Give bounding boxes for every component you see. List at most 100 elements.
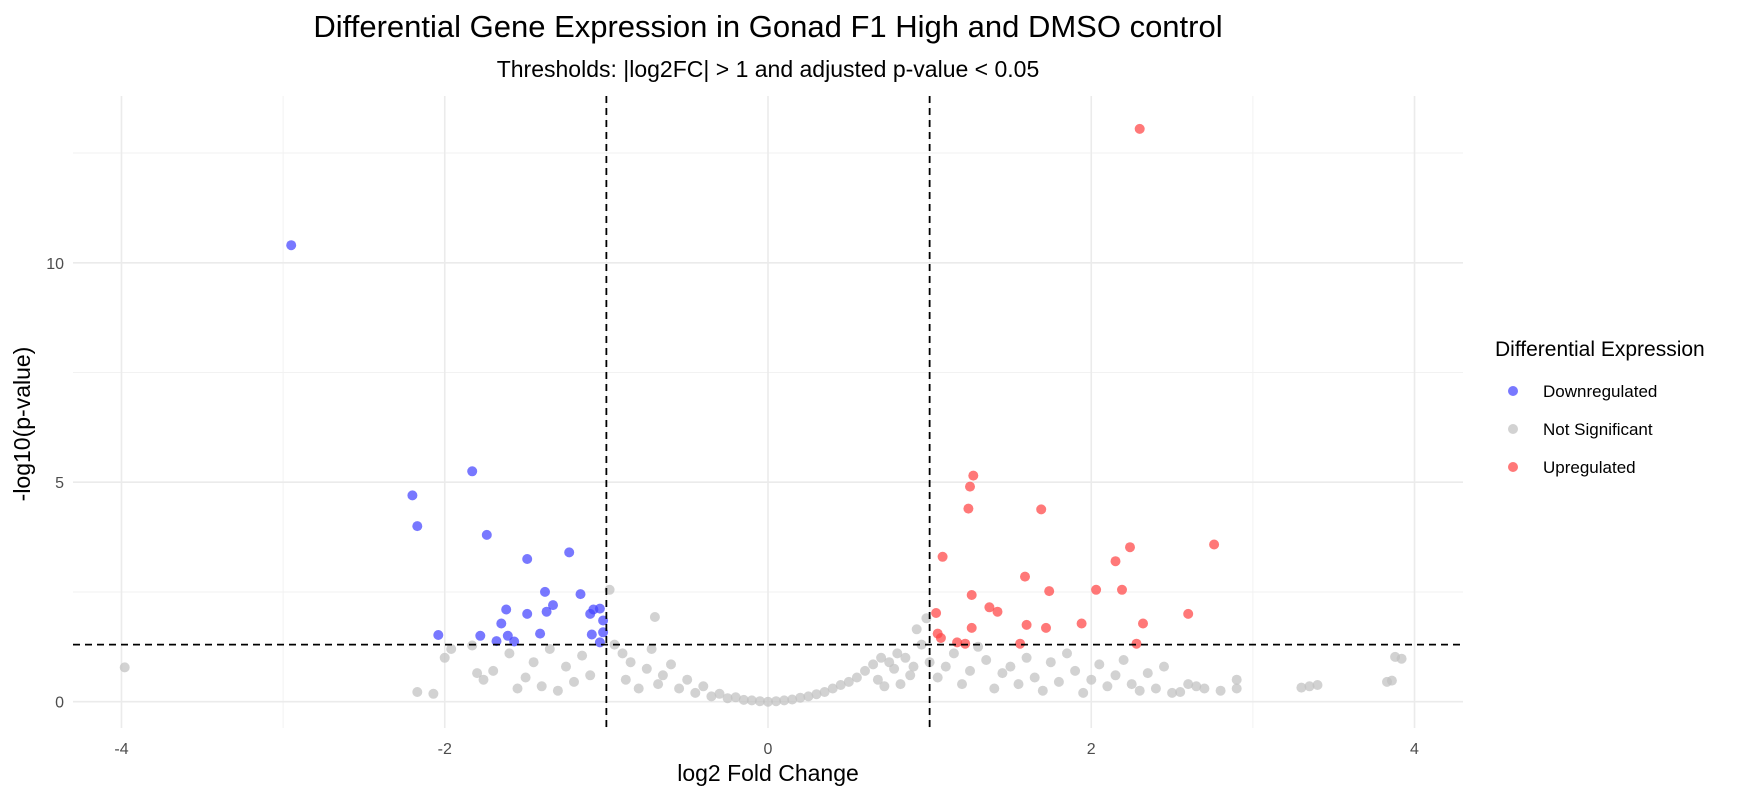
data-point-downregulated [594,603,605,614]
data-point-not-significant [488,665,499,676]
data-point-not-significant [1191,681,1202,692]
data-point-not-significant [446,644,457,654]
data-point-not-significant [1078,687,1089,698]
data-point-not-significant [911,624,922,635]
data-point-downregulated [541,606,552,617]
data-point-not-significant [1045,657,1056,668]
data-point-upregulated [963,503,974,514]
data-point-not-significant [730,692,741,703]
threshold-lines [73,96,1463,728]
chart-subtitle: Thresholds: |log2FC| > 1 and adjusted p-… [497,56,1040,82]
data-point-not-significant [1029,672,1040,683]
data-point-not-significant [698,681,709,692]
data-point-downregulated [522,554,533,564]
data-point-not-significant [872,674,883,685]
legend-label: Downregulated [1543,382,1657,401]
data-point-upregulated [931,608,942,618]
data-point-not-significant [536,681,547,692]
data-point-downregulated [564,547,575,558]
data-point-not-significant [1215,685,1226,696]
x-tick-label: -2 [438,741,452,758]
data-point-not-significant [1134,685,1145,696]
data-point-upregulated [1091,584,1102,595]
data-point-not-significant [552,685,563,696]
data-point-not-significant [561,661,571,672]
data-point-not-significant [1102,681,1113,692]
data-point-not-significant [585,670,596,681]
data-point-not-significant [682,674,693,685]
data-point-upregulated [1209,539,1220,550]
data-point-not-significant [892,648,903,659]
data-point-not-significant [653,679,664,690]
data-point-not-significant [811,689,822,700]
data-point-upregulated [937,551,948,562]
data-point-not-significant [860,665,870,676]
data-point-not-significant [1312,680,1323,690]
y-tick-label: 10 [46,256,64,273]
y-tick-label: 5 [55,475,64,492]
data-point-not-significant [617,648,628,659]
data-point-upregulated [1036,504,1047,515]
data-point-downregulated [481,529,492,540]
data-point-not-significant [544,644,555,654]
data-point-not-significant [795,692,806,703]
x-axis-label: log2 Fold Change [677,760,859,786]
data-point-not-significant [779,695,790,706]
data-point-not-significant [835,680,846,690]
grid [73,96,1463,728]
data-point-not-significant [908,661,919,672]
data-point-upregulated [1076,618,1087,629]
data-point-not-significant [1183,679,1194,690]
data-point-not-significant [868,659,879,670]
data-point-downregulated [586,629,597,640]
data-point-not-significant [932,672,943,683]
data-point-not-significant [981,655,992,665]
data-point-not-significant [819,687,830,697]
data-point-not-significant [940,661,951,672]
data-point-upregulated [1015,638,1026,649]
data-point-not-significant [428,688,439,699]
data-point-upregulated [1131,638,1142,649]
data-point-not-significant [965,665,975,676]
data-point-not-significant [722,693,733,704]
data-point-upregulated [1183,608,1194,619]
data-point-not-significant [1396,653,1407,664]
data-point-not-significant [1086,674,1097,685]
data-point-upregulated [966,622,977,633]
data-point-not-significant [876,652,887,663]
data-point-upregulated [966,590,977,600]
data-point-not-significant [625,657,636,668]
data-point-not-significant [1199,683,1210,694]
data-point-not-significant [1118,655,1129,665]
data-point-not-significant [1126,679,1137,690]
data-point-not-significant [1231,683,1242,694]
data-point-not-significant [1062,648,1072,659]
data-point-downregulated [548,600,558,611]
data-point-downregulated [540,586,550,597]
data-point-not-significant [1231,674,1242,685]
x-tick-label: -4 [114,741,128,758]
data-point-not-significant [948,648,959,659]
data-point-not-significant [1175,687,1186,697]
data-point-not-significant [1013,679,1024,690]
data-point-not-significant [738,694,749,705]
data-point-not-significant [879,681,890,692]
data-point-upregulated [1041,622,1051,633]
data-point-upregulated [1044,586,1055,597]
data-point-not-significant [916,639,927,650]
data-point-downregulated [496,618,507,629]
data-point-downregulated [467,466,478,477]
legend: Differential Expression Downregulated Not… [1495,338,1705,477]
data-point-upregulated [1020,571,1030,582]
x-tick-label: 2 [1087,741,1096,758]
data-point-upregulated [1138,618,1148,629]
data-point-not-significant [973,641,984,652]
legend-items: Downregulated Not Significant Upregulated [1508,382,1657,477]
data-point-not-significant [646,644,657,654]
data-point-not-significant [528,657,539,668]
data-point-not-significant [1110,670,1121,681]
data-point-downregulated [502,630,513,641]
y-tick-label: 0 [55,695,64,712]
data-point-not-significant [989,683,1000,694]
data-point-not-significant [997,668,1008,679]
